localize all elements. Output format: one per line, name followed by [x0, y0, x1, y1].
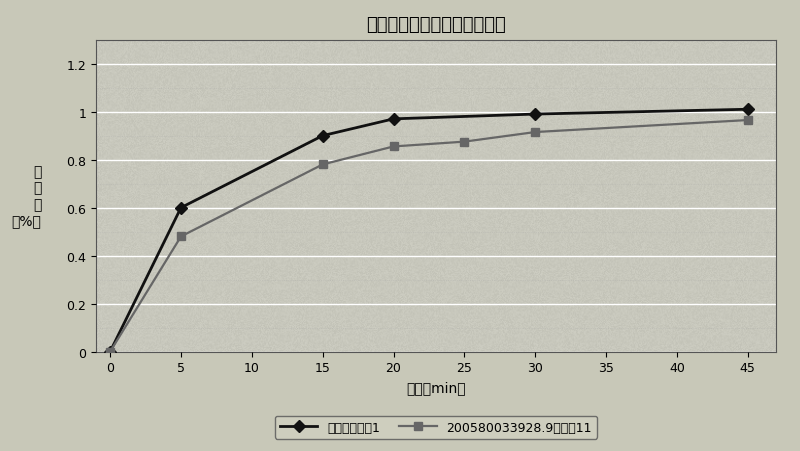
- 200580033928.9实施例11: [459, 140, 469, 145]
- 本发明实施例1: [389, 117, 398, 122]
- 200580033928.9实施例11: [318, 162, 327, 168]
- Y-axis label: 溶
出
量
（%）: 溶 出 量 （%）: [11, 165, 42, 227]
- 本发明实施例1: [106, 349, 115, 354]
- Legend: 本发明实施例1, 200580033928.9实施例11: 本发明实施例1, 200580033928.9实施例11: [275, 416, 597, 439]
- 200580033928.9实施例11: [389, 144, 398, 150]
- Line: 本发明实施例1: 本发明实施例1: [106, 106, 752, 356]
- 200580033928.9实施例11: [530, 130, 540, 135]
- Title: 苯磺酸氨氯地平溶出曲线比较: 苯磺酸氨氯地平溶出曲线比较: [366, 15, 506, 33]
- X-axis label: 时间（min）: 时间（min）: [406, 380, 466, 394]
- 本发明实施例1: [530, 112, 540, 118]
- 200580033928.9实施例11: [106, 349, 115, 354]
- Line: 200580033928.9实施例11: 200580033928.9实施例11: [106, 117, 752, 356]
- 本发明实施例1: [318, 133, 327, 139]
- 200580033928.9实施例11: [176, 234, 186, 239]
- 本发明实施例1: [176, 206, 186, 211]
- 200580033928.9实施例11: [743, 118, 753, 124]
- 本发明实施例1: [743, 107, 753, 113]
